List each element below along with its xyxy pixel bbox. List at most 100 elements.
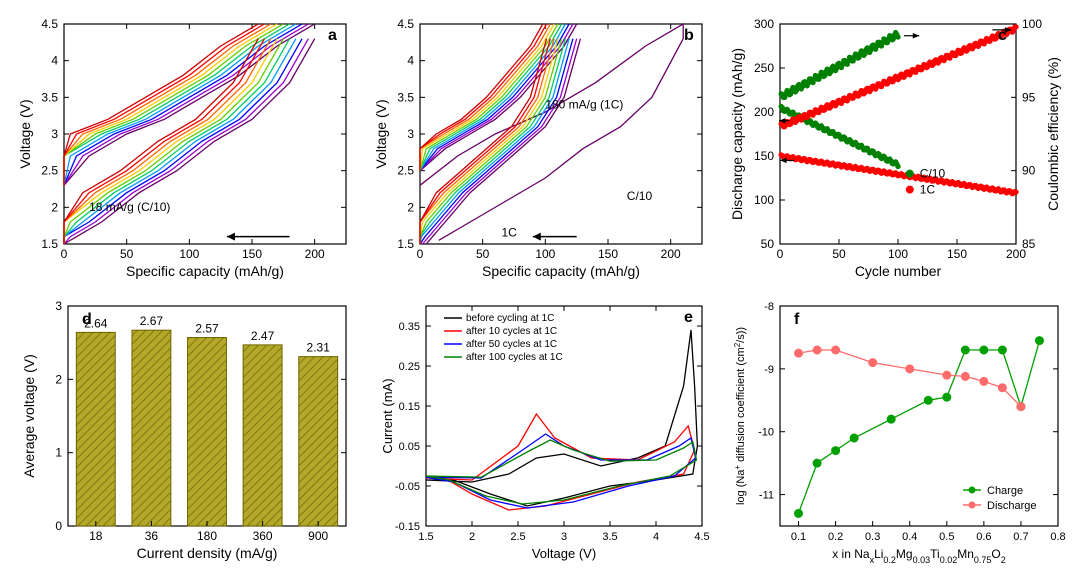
- svg-text:Specific capacity (mAh/g): Specific capacity (mAh/g): [482, 263, 640, 279]
- svg-text:Average voltage (V): Average voltage (V): [21, 354, 37, 477]
- svg-text:150: 150: [242, 247, 262, 261]
- svg-text:2: 2: [55, 372, 62, 386]
- svg-text:1C: 1C: [920, 183, 936, 197]
- svg-text:2.67: 2.67: [140, 314, 164, 328]
- svg-text:4: 4: [407, 54, 414, 68]
- panel-b: 0 50 100 150 200 1.5 2 2.5 3 3.5 4 4.5 Specific capa…: [368, 12, 714, 284]
- svg-text:4.5: 4.5: [694, 531, 709, 543]
- svg-text:2.5: 2.5: [510, 531, 525, 543]
- svg-text:200: 200: [661, 247, 681, 261]
- svg-text:-0.05: -0.05: [395, 481, 420, 493]
- svg-text:150: 150: [598, 247, 618, 261]
- svg-text:C/10: C/10: [627, 189, 653, 203]
- svg-text:1C: 1C: [501, 226, 517, 240]
- svg-text:e: e: [684, 309, 693, 326]
- svg-text:0.6: 0.6: [976, 531, 991, 543]
- svg-text:100: 100: [535, 247, 555, 261]
- svg-text:-9: -9: [764, 364, 774, 376]
- svg-text:Voltage (V): Voltage (V): [17, 99, 33, 168]
- svg-text:Current (mA): Current (mA): [380, 378, 395, 453]
- svg-text:3.5: 3.5: [397, 90, 414, 104]
- svg-text:Voltage (V): Voltage (V): [373, 99, 389, 168]
- svg-text:100: 100: [888, 247, 908, 261]
- svg-text:x in NaxLi0.2Mg0.03Ti0.02Mn0.7: x in NaxLi0.2Mg0.03Ti0.02Mn0.75O2: [832, 547, 1006, 565]
- svg-text:90: 90: [1022, 164, 1036, 178]
- svg-text:150: 150: [947, 247, 967, 261]
- svg-text:4.5: 4.5: [397, 17, 414, 31]
- svg-text:-11: -11: [759, 490, 774, 502]
- svg-text:Discharge: Discharge: [987, 500, 1037, 512]
- svg-text:2.47: 2.47: [251, 329, 275, 343]
- svg-text:0.05: 0.05: [399, 441, 420, 453]
- svg-text:0.8: 0.8: [1050, 531, 1065, 543]
- svg-text:3.5: 3.5: [602, 531, 617, 543]
- svg-text:0.15: 0.15: [399, 401, 420, 413]
- svg-text:1.5: 1.5: [397, 237, 414, 251]
- svg-text:3: 3: [55, 299, 62, 313]
- svg-text:0: 0: [55, 519, 62, 533]
- svg-text:0.3: 0.3: [865, 531, 880, 543]
- svg-text:0: 0: [777, 247, 784, 261]
- panel-d: 01232.64182.67362.571802.473602.31900Cur…: [12, 294, 358, 566]
- panel-a: 0501001502001.522.533.544.5Specific capa…: [12, 12, 358, 284]
- svg-text:2: 2: [469, 531, 475, 543]
- svg-text:Discharge capacity (mAh/g): Discharge capacity (mAh/g): [729, 48, 745, 220]
- svg-text:360: 360: [253, 529, 273, 543]
- svg-text:c: c: [998, 27, 1007, 44]
- svg-text:300: 300: [754, 17, 774, 31]
- svg-text:log (Na+ diffusion coefficient: log (Na+ diffusion coefficient (cm2/s)): [733, 327, 748, 505]
- svg-text:4.5: 4.5: [41, 17, 58, 31]
- svg-text:C/10: C/10: [920, 167, 946, 181]
- svg-text:-8: -8: [764, 301, 774, 313]
- svg-text:3: 3: [561, 531, 567, 543]
- svg-text:1: 1: [55, 446, 62, 460]
- svg-text:50: 50: [761, 237, 775, 251]
- svg-text:180: 180: [197, 529, 217, 543]
- svg-text:200: 200: [754, 105, 774, 119]
- svg-text:0.5: 0.5: [939, 531, 954, 543]
- svg-text:0.7: 0.7: [1013, 531, 1028, 543]
- svg-text:d: d: [82, 311, 92, 328]
- svg-text:100: 100: [179, 247, 199, 261]
- svg-text:0.25: 0.25: [399, 361, 420, 373]
- panel-e: 1.522.533.544.5-0.15-0.050.050.150.250.3…: [368, 294, 714, 566]
- svg-text:4: 4: [51, 54, 58, 68]
- svg-text:50: 50: [832, 247, 846, 261]
- svg-text:after 10 cycles at 1C: after 10 cycles at 1C: [466, 326, 557, 337]
- svg-text:0.1: 0.1: [791, 531, 806, 543]
- svg-text:900: 900: [308, 529, 328, 543]
- svg-text:250: 250: [754, 61, 774, 75]
- svg-text:4: 4: [653, 531, 659, 543]
- svg-text:0: 0: [417, 247, 424, 261]
- svg-text:Cycle number: Cycle number: [855, 263, 942, 279]
- svg-text:f: f: [794, 311, 800, 328]
- panel-f: 0.10.20.30.40.50.60.70.8-11-10-9-8Charge…: [724, 294, 1070, 566]
- svg-text:95: 95: [1022, 90, 1036, 104]
- svg-text:36: 36: [145, 529, 159, 543]
- svg-text:85: 85: [1022, 237, 1036, 251]
- svg-text:Voltage (V): Voltage (V): [532, 546, 596, 561]
- svg-text:1.5: 1.5: [41, 237, 58, 251]
- svg-text:Coulombic efficiency (%): Coulombic efficiency (%): [1045, 57, 1061, 211]
- svg-text:3.5: 3.5: [41, 90, 58, 104]
- svg-text:-0.15: -0.15: [395, 521, 420, 533]
- svg-text:2.57: 2.57: [195, 322, 219, 336]
- svg-text:after 50 cycles at 1C: after 50 cycles at 1C: [466, 339, 557, 350]
- svg-text:2: 2: [51, 200, 58, 214]
- panel-c: 05010015020050100150200250300859095100Cy…: [724, 12, 1070, 284]
- svg-text:18 mA/g (C/10): 18 mA/g (C/10): [89, 200, 170, 214]
- svg-text:2: 2: [407, 200, 414, 214]
- svg-text:3: 3: [407, 127, 414, 141]
- svg-text:18: 18: [89, 529, 103, 543]
- svg-text:2.5: 2.5: [41, 164, 58, 178]
- svg-text:50: 50: [476, 247, 490, 261]
- svg-text:50: 50: [120, 247, 134, 261]
- svg-text:-10: -10: [758, 427, 774, 439]
- svg-text:2.31: 2.31: [307, 341, 331, 355]
- svg-text:180 mA/g (1C): 180 mA/g (1C): [545, 97, 623, 111]
- svg-text:Current density (mA/g): Current density (mA/g): [137, 545, 278, 561]
- svg-text:Specific capacity (mAh/g): Specific capacity (mAh/g): [126, 263, 284, 279]
- svg-text:1.5: 1.5: [418, 531, 433, 543]
- svg-text:2.5: 2.5: [397, 164, 414, 178]
- svg-text:b: b: [684, 27, 694, 44]
